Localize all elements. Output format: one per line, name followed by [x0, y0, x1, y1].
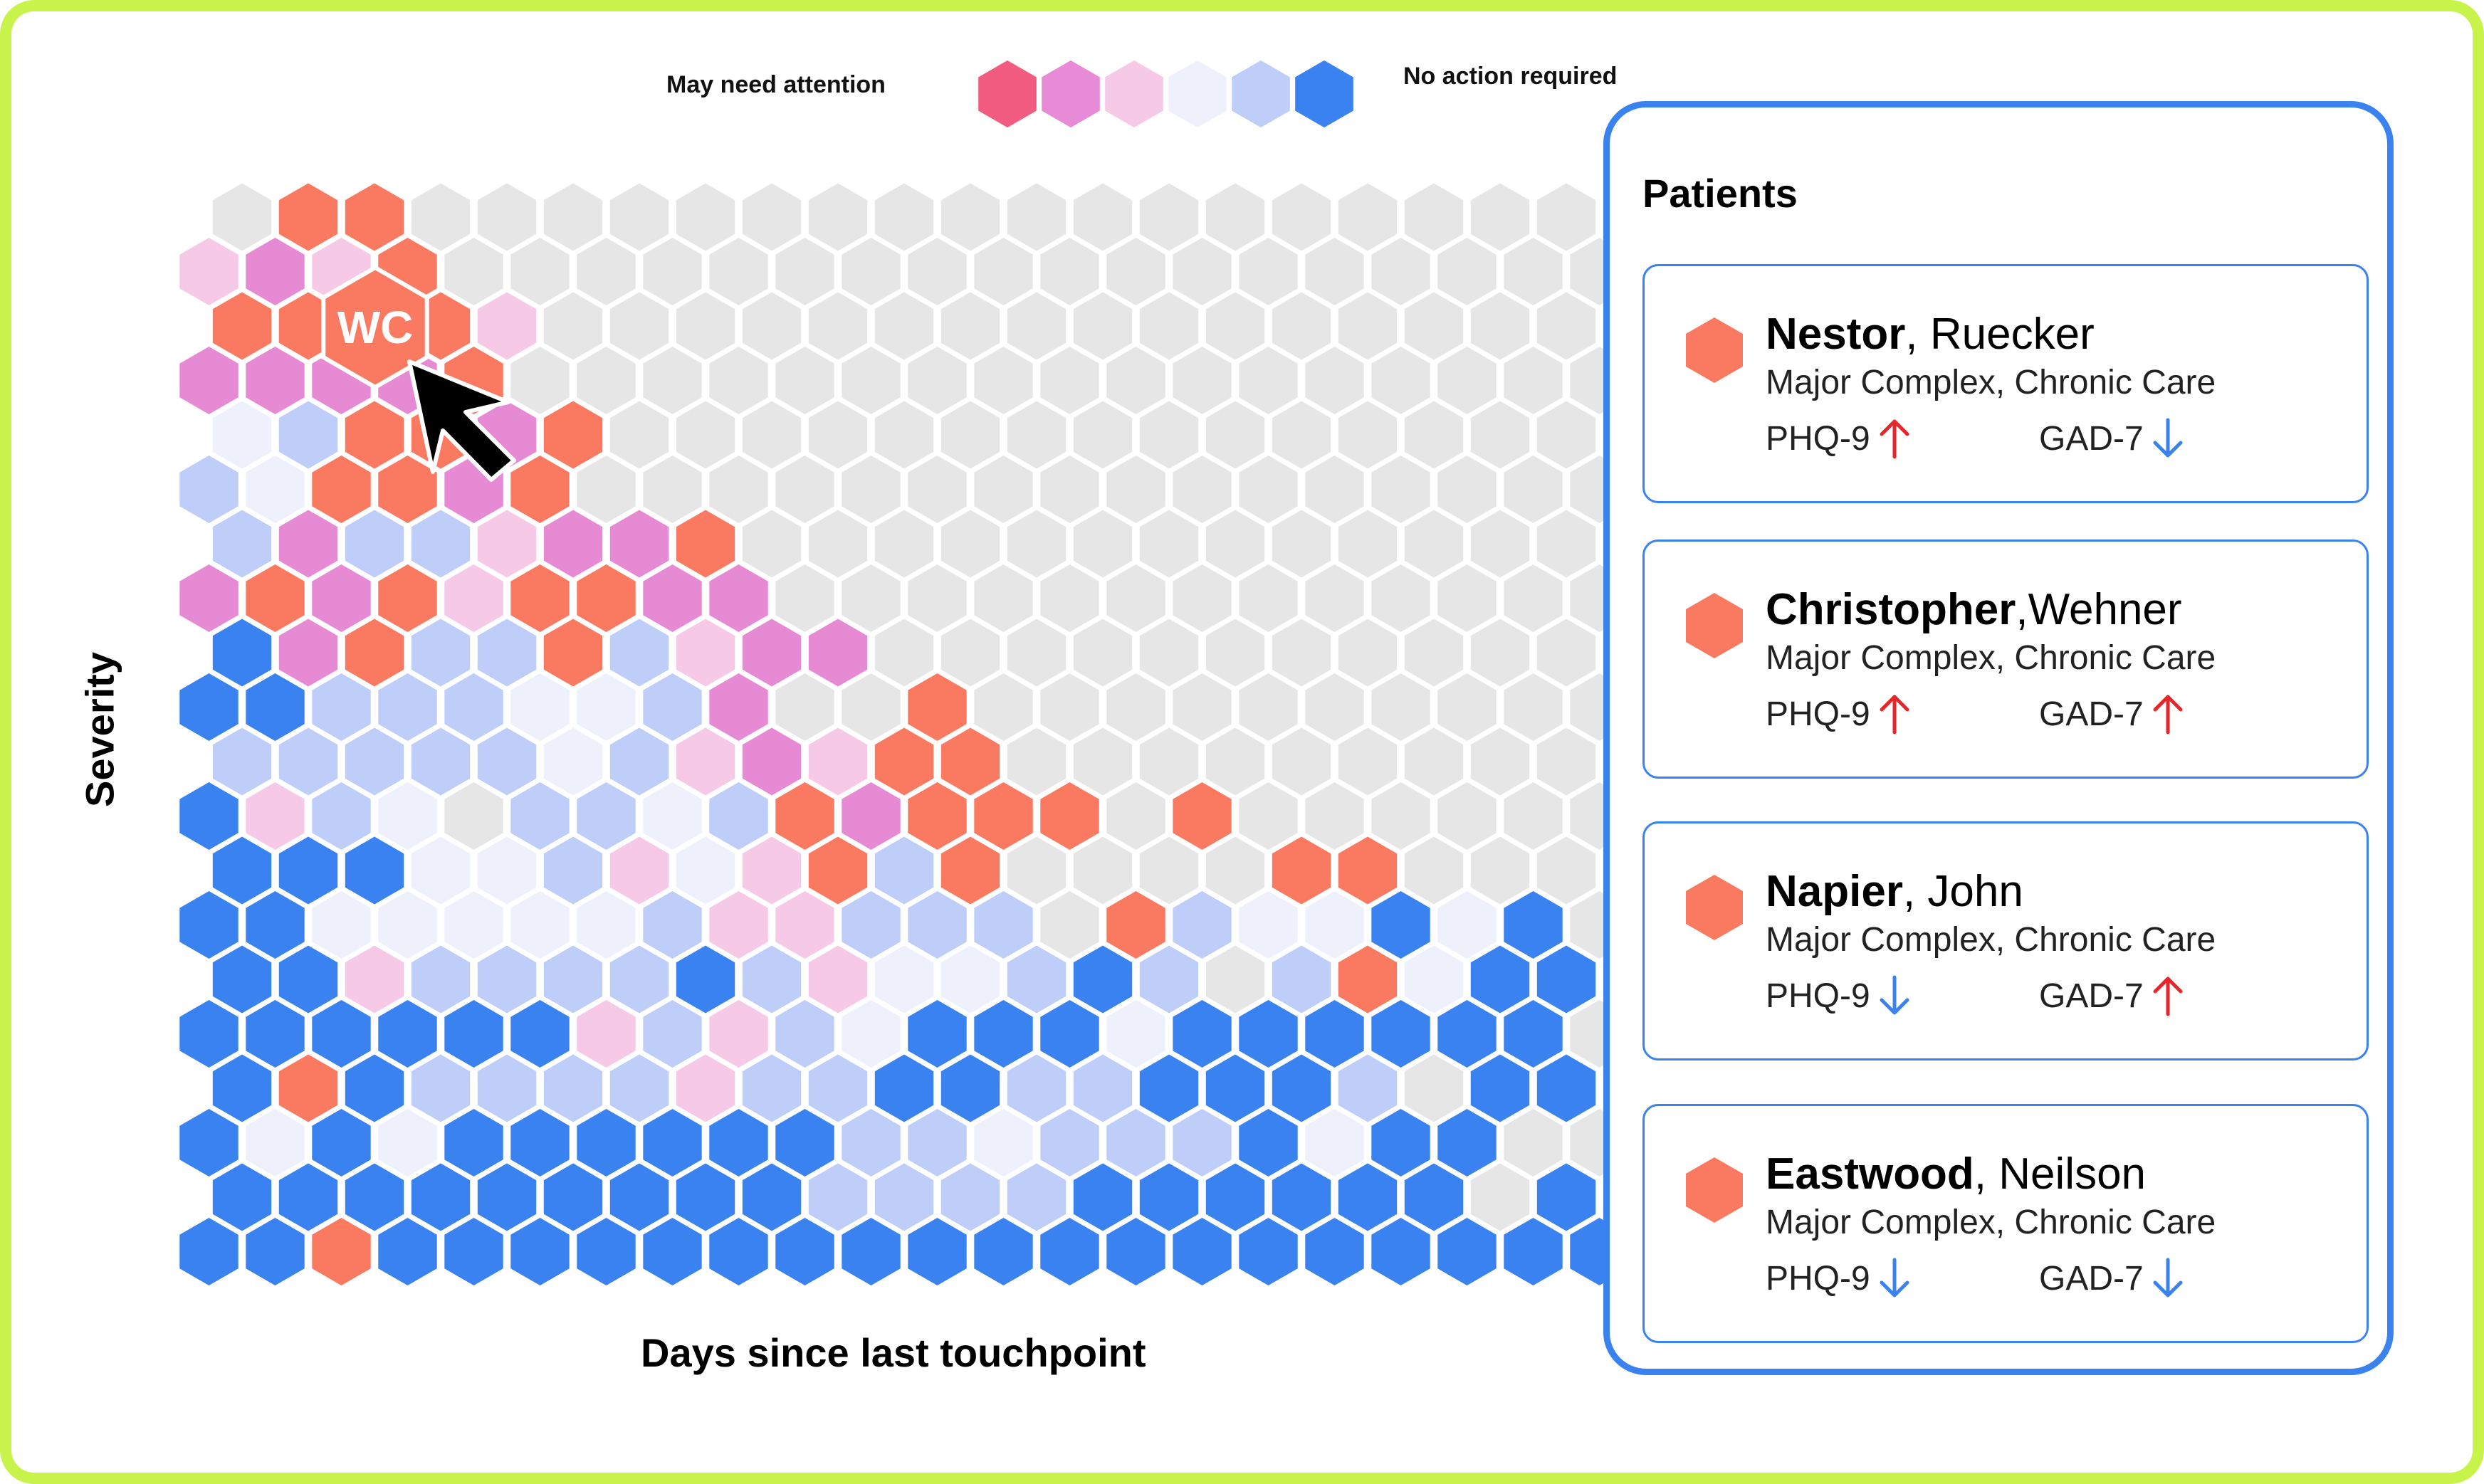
hex-cell[interactable] [1367, 1213, 1435, 1290]
panel-title: Patients [1642, 171, 1798, 216]
legend-no-action-label: No action required [1403, 63, 1618, 90]
selected-hex[interactable] [321, 265, 429, 390]
patient-name: Napier, John [1766, 866, 2023, 917]
phq-score: PHQ-9 [1766, 974, 1913, 1017]
phq-label: PHQ-9 [1766, 695, 1870, 733]
patient-name: Nestor, Ruecker [1766, 309, 2095, 359]
patient-card[interactable]: Eastwood, Neilson Major Complex, Chronic… [1642, 1104, 2369, 1343]
gad-score: GAD-7 [2039, 974, 2186, 1017]
hex-cell[interactable] [837, 1213, 905, 1290]
arrow-down-icon [2153, 418, 2183, 458]
legend-attention-label: May need attention [666, 71, 886, 98]
phq-label: PHQ-9 [1766, 419, 1870, 458]
hex-cell[interactable] [1235, 1213, 1302, 1290]
hexagon-icon [1686, 875, 1743, 940]
patient-name: Christopher,Wehner [1766, 584, 2182, 635]
gad-label: GAD-7 [2039, 419, 2144, 458]
arrow-up-icon [2153, 977, 2183, 1016]
hex-cell[interactable] [1168, 1213, 1236, 1290]
arrow-down-icon [1880, 975, 1909, 1015]
selected-patient-marker: WC [321, 265, 516, 482]
hex-cell[interactable] [374, 1213, 441, 1290]
x-axis-label: Days since last touchpoint [641, 1330, 1146, 1375]
legend-swatch [1291, 56, 1357, 132]
hex-cell[interactable] [705, 1213, 772, 1290]
hexagon-icon [1686, 317, 1743, 383]
y-axis-label: Severity [77, 652, 122, 807]
cursor-arrow-icon [407, 359, 516, 482]
phq-label: PHQ-9 [1766, 1259, 1870, 1298]
hex-cell[interactable] [1036, 1213, 1104, 1290]
patients-panel: Patients Nestor, Ruecker Major Complex, … [1603, 101, 2394, 1375]
hex-cell[interactable] [440, 1213, 508, 1290]
hex-cell[interactable] [639, 1213, 706, 1290]
name-separator: , [2016, 585, 2028, 634]
arrow-down-icon [1880, 1258, 1909, 1298]
patient-category: Major Complex, Chronic Care [1766, 639, 2216, 677]
phq-label: PHQ-9 [1766, 977, 1870, 1015]
hex-cell[interactable] [1301, 1213, 1368, 1290]
hex-cell[interactable] [970, 1213, 1037, 1290]
arrow-up-icon [2153, 695, 2183, 735]
hex-cell[interactable] [1499, 1213, 1567, 1290]
phq-score: PHQ-9 [1766, 693, 1913, 735]
phq-score: PHQ-9 [1766, 417, 1913, 460]
patient-last-name: Ruecker [1929, 310, 2095, 359]
legend-swatch [1228, 56, 1294, 132]
hexagon-icon [1686, 1157, 1743, 1223]
gad-score: GAD-7 [2039, 417, 2186, 460]
patient-last-name: Wehner [2028, 585, 2182, 634]
hex-cell[interactable] [572, 1213, 640, 1290]
legend-scale [975, 56, 1357, 132]
patient-first-name: Nestor [1766, 310, 1906, 359]
hex-cell[interactable] [1433, 1213, 1501, 1290]
patient-last-name: Neilson [1998, 1149, 2147, 1199]
name-separator: , [1974, 1149, 1999, 1199]
patient-category: Major Complex, Chronic Care [1766, 1204, 2216, 1241]
hex-cell[interactable] [241, 1213, 309, 1290]
gad-score: GAD-7 [2039, 693, 2186, 735]
hex-cell[interactable] [506, 1213, 574, 1290]
hex-cell[interactable] [1566, 1213, 1630, 1290]
gad-label: GAD-7 [2039, 1259, 2144, 1298]
patient-first-name: Eastwood [1766, 1149, 1974, 1199]
phq-score: PHQ-9 [1766, 1257, 1913, 1300]
patient-card[interactable]: Nestor, Ruecker Major Complex, Chronic C… [1642, 264, 2369, 503]
patient-card[interactable]: Christopher,Wehner Major Complex, Chroni… [1642, 540, 2369, 779]
hex-cell[interactable] [903, 1213, 971, 1290]
name-separator: , [1902, 867, 1928, 916]
selected-initials: WC [337, 302, 414, 353]
gad-label: GAD-7 [2039, 695, 2144, 733]
patient-last-name: John [1927, 867, 2023, 916]
name-separator: , [1905, 310, 1930, 359]
patient-card[interactable]: Napier, John Major Complex, Chronic Care… [1642, 821, 2369, 1061]
hex-cell[interactable] [771, 1213, 839, 1290]
patient-first-name: Christopher [1766, 585, 2016, 634]
patient-first-name: Napier [1766, 867, 1903, 916]
patient-name: Eastwood, Neilson [1766, 1149, 2146, 1199]
arrow-down-icon [2153, 1258, 2183, 1298]
legend-swatch [1038, 56, 1104, 132]
arrow-up-icon [1880, 419, 1909, 459]
gad-score: GAD-7 [2039, 1257, 2186, 1300]
hex-cell[interactable] [308, 1213, 375, 1290]
patient-category: Major Complex, Chronic Care [1766, 921, 2216, 959]
arrow-up-icon [1880, 695, 1909, 735]
patient-category: Major Complex, Chronic Care [1766, 364, 2216, 401]
gad-label: GAD-7 [2039, 977, 2144, 1015]
hex-cell[interactable] [1102, 1213, 1170, 1290]
legend-swatch [1165, 56, 1230, 132]
hex-cell[interactable] [177, 1213, 243, 1290]
hexagon-icon [1686, 593, 1743, 658]
legend-swatch [1101, 56, 1167, 132]
legend-swatch [975, 56, 1040, 132]
